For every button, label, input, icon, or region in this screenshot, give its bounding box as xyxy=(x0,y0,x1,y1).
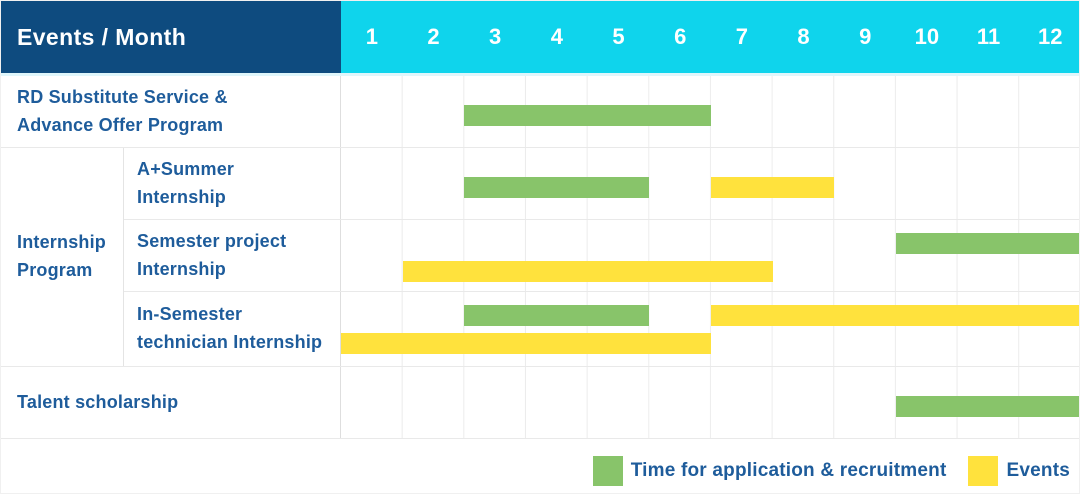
table-row: RD Substitute Service & Advance Offer Pr… xyxy=(1,76,1079,148)
month-header-8: 8 xyxy=(797,24,810,49)
row-label-text: In-Semester technician Internship xyxy=(137,304,323,352)
gantt-bar-events xyxy=(711,177,835,198)
internship-program-group: Internship Program A+Summer Internship S… xyxy=(1,148,1079,367)
legend-events-label: Events xyxy=(1006,460,1070,481)
row-label-text: A+Summer Internship xyxy=(137,158,235,207)
table-row: Semester project Internship xyxy=(124,220,1079,292)
month-header-7: 7 xyxy=(735,24,748,49)
month-header-1: 1 xyxy=(365,24,378,49)
month-header-3: 3 xyxy=(489,24,502,49)
table-row: A+Summer Internship xyxy=(124,148,1079,220)
header-title-cell: Events / Month xyxy=(1,1,341,73)
chart-area-a-plus-summer xyxy=(341,148,1079,219)
group-label-text: Internship Program xyxy=(17,232,107,280)
group-label-internship-program: Internship Program xyxy=(1,148,124,366)
gantt-bar-application xyxy=(896,233,1079,254)
gantt-bar-application xyxy=(464,105,711,126)
gantt-bar-application xyxy=(896,396,1079,417)
month-header-2: 2 xyxy=(427,24,440,49)
gantt-bar-events xyxy=(711,305,1079,326)
legend: Time for application & recruitment Event… xyxy=(592,453,1070,489)
table-row: Talent scholarship xyxy=(1,367,1079,439)
gantt-bar-application xyxy=(464,305,650,326)
row-label-in-semester-technician: In-Semester technician Internship xyxy=(124,292,341,366)
month-header-6: 6 xyxy=(674,24,687,49)
row-label-semester-project: Semester project Internship xyxy=(124,220,341,291)
events-month-title: Events / Month xyxy=(17,23,187,50)
month-header-11: 11 xyxy=(976,24,1001,49)
internship-sub-rows: A+Summer Internship Semester project Int… xyxy=(124,148,1079,366)
legend-application-label: Time for application & recruitment xyxy=(630,460,947,481)
row-label-text: Semester project Internship xyxy=(137,230,287,279)
table-row: In-Semester technician Internship xyxy=(124,292,1079,366)
chart-area-in-semester-technician xyxy=(341,292,1079,366)
month-header-5: 5 xyxy=(612,24,625,49)
month-header-9: 9 xyxy=(859,24,872,49)
month-header-10: 10 xyxy=(914,24,940,49)
legend-events-swatch-icon xyxy=(968,456,999,486)
row-label-rd-substitute: RD Substitute Service & Advance Offer Pr… xyxy=(1,76,341,147)
header-row: Events / Month 1 2 3 4 5 6 7 8 9 10 11 1… xyxy=(1,1,1079,76)
row-label-text: Talent scholarship xyxy=(17,391,179,412)
gantt-bar-application xyxy=(464,177,650,198)
month-header-band: 1 2 3 4 5 6 7 8 9 10 11 12 xyxy=(341,1,1079,73)
chart-area-rd-substitute xyxy=(341,76,1079,147)
row-label-talent-scholarship: Talent scholarship xyxy=(1,367,341,438)
row-label-a-plus-summer: A+Summer Internship xyxy=(124,148,341,219)
month-header-12: 12 xyxy=(1037,24,1063,49)
chart-area-talent-scholarship xyxy=(341,367,1079,438)
chart-area-semester-project xyxy=(341,220,1079,291)
gantt-bar-events xyxy=(341,333,711,354)
gantt-table: Events / Month 1 2 3 4 5 6 7 8 9 10 11 1… xyxy=(1,1,1079,439)
legend-application-swatch-icon xyxy=(592,456,623,486)
month-header-4: 4 xyxy=(550,24,563,49)
gantt-bar-events xyxy=(402,261,773,282)
row-label-text: RD Substitute Service & Advance Offer Pr… xyxy=(17,86,228,135)
